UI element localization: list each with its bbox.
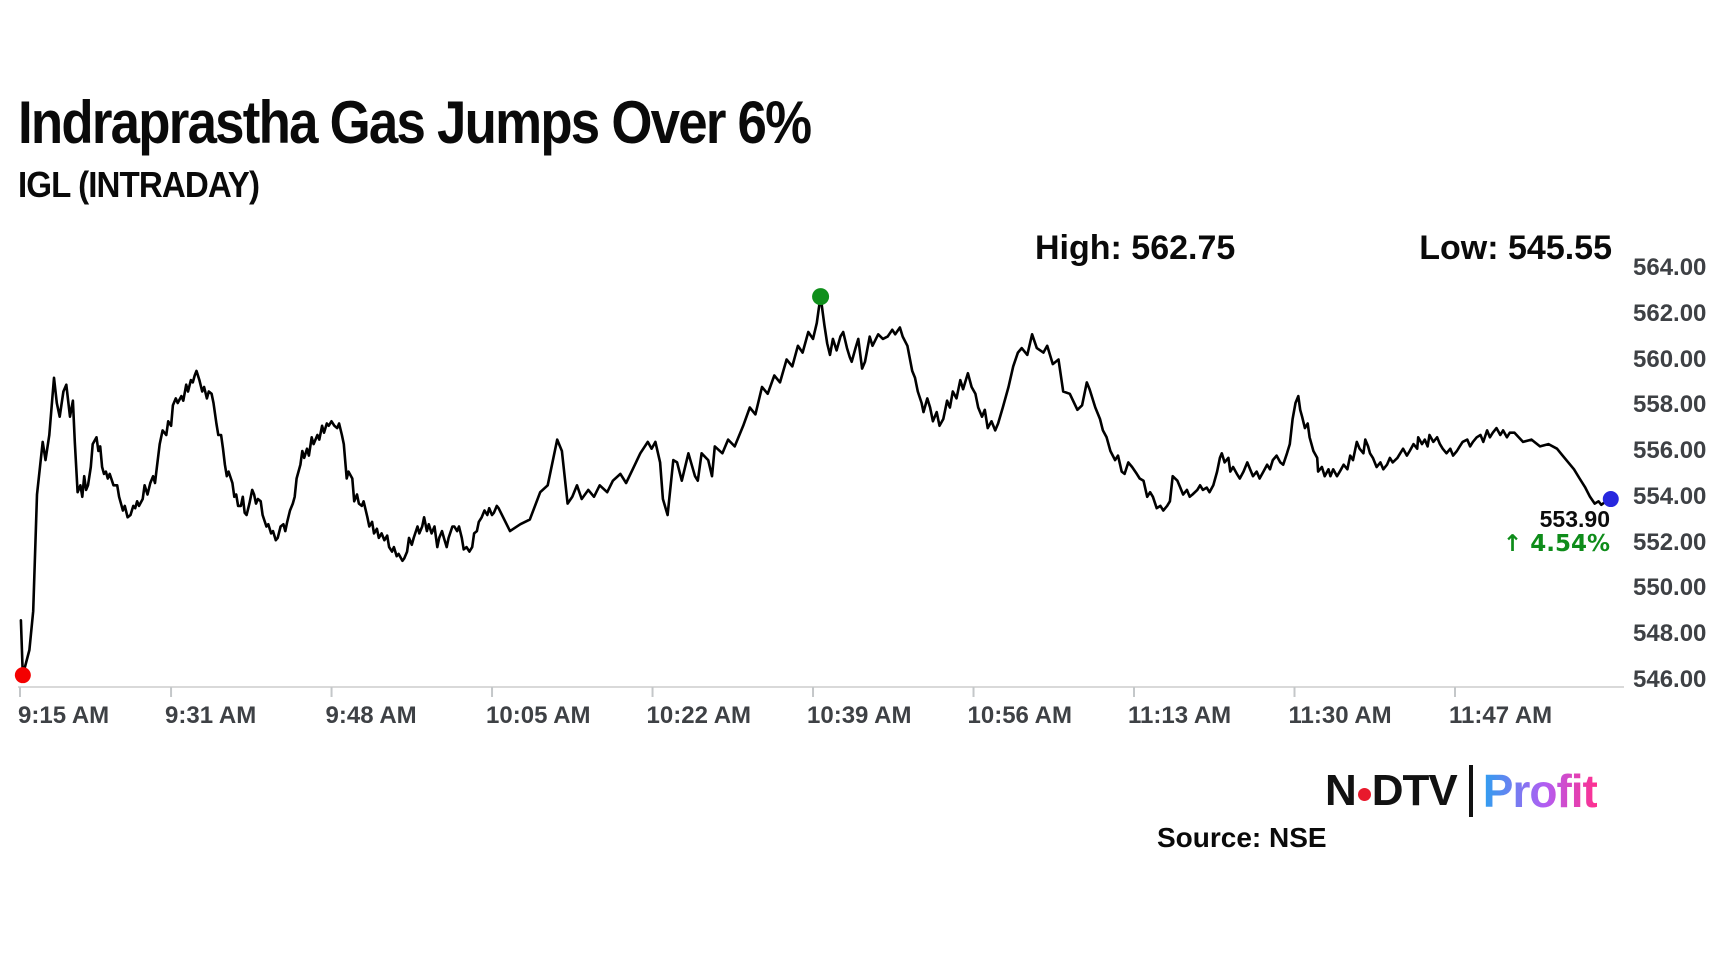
y-tick-label: 554.00 (1633, 482, 1707, 510)
profit-wordmark: Profit (1482, 765, 1598, 817)
session-high-dot (812, 288, 830, 306)
x-tick-label: 11:30 AM (1288, 702, 1392, 729)
ndtv-profit-logo: N DTV Profit (1325, 764, 1598, 818)
last-trade-dot (1602, 491, 1619, 508)
y-tick-label: 562.00 (1633, 299, 1707, 327)
x-tick-label: 11:13 AM (1128, 702, 1232, 729)
x-tick-label: 11:47 AM (1449, 702, 1553, 729)
y-tick-label: 560.00 (1633, 345, 1707, 373)
source-label: Source: NSE (1157, 822, 1327, 853)
ndtv-letter-n: N (1325, 766, 1357, 815)
last-price-label: 553.90 (1539, 506, 1610, 532)
x-tick-label: 10:22 AM (646, 702, 752, 729)
y-tick-label: 548.00 (1633, 620, 1707, 647)
ndtv-letters-dtv: DTV (1371, 766, 1458, 815)
x-tick-label: 9:48 AM (325, 702, 417, 729)
x-tick-label: 10:05 AM (486, 702, 591, 729)
high-value-label: High: 562.75 (1035, 229, 1236, 267)
y-tick-label: 558.00 (1633, 391, 1707, 419)
low-value-label: Low: 545.55 (1419, 229, 1612, 267)
x-tick-label: 9:15 AM (18, 702, 110, 729)
x-tick-label: 9:31 AM (165, 702, 257, 729)
y-tick-label: 552.00 (1633, 528, 1707, 556)
x-tick-label: 10:56 AM (967, 702, 1072, 729)
y-tick-label: 564.00 (1633, 254, 1707, 281)
ndtv-red-dot-icon (1357, 787, 1371, 801)
y-tick-label: 550.00 (1633, 574, 1707, 602)
y-tick-label: 556.00 (1633, 437, 1707, 464)
x-tick-label: 10:39 AM (807, 702, 912, 729)
y-tick-label: 546.00 (1633, 665, 1707, 693)
price-line (19, 295, 1613, 677)
last-change-label: ↑ 4.54% (1502, 531, 1610, 557)
logo-separator (1468, 765, 1473, 817)
page-title: Indraprastha Gas Jumps Over 6% (18, 89, 812, 156)
session-open-low-dot (14, 667, 31, 684)
ndtv-wordmark: N DTV (1325, 766, 1458, 816)
chart-subtitle: IGL (INTRADAY) (18, 164, 260, 205)
